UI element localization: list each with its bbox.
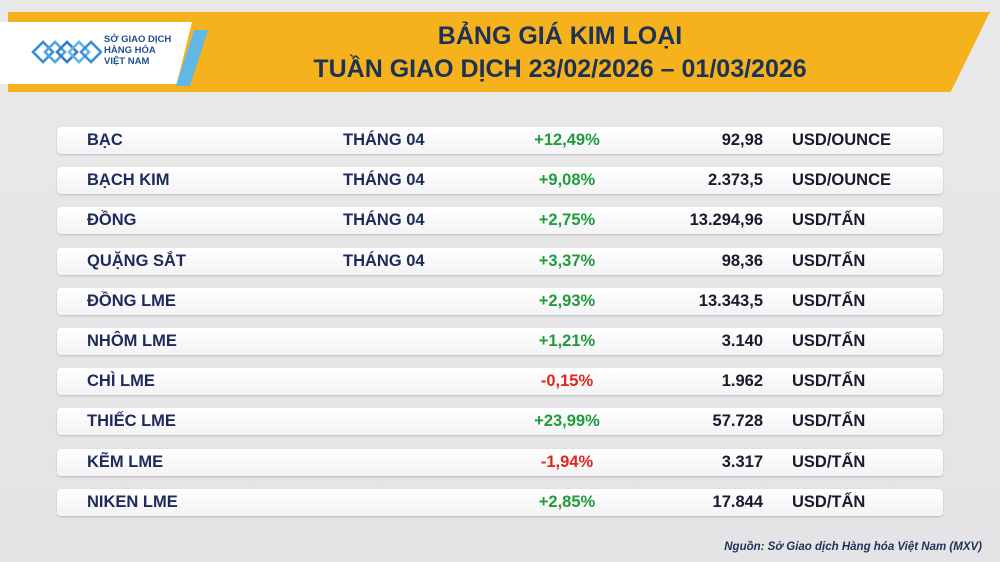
- price-unit: USD/TẤN: [792, 412, 866, 431]
- metal-name: BẠC: [87, 131, 123, 149]
- contract-month: THÁNG 04: [343, 171, 425, 190]
- title-line-2: TUẦN GIAO DỊCH 23/02/2026 – 01/03/2026: [313, 55, 807, 83]
- price-value: 2.373,5: [707, 171, 763, 190]
- price-unit: USD/OUNCE: [792, 171, 892, 190]
- price-unit: USD/OUNCE: [792, 131, 892, 149]
- table-row: NHÔM LME +1,21% 3.140 USD/TẤN: [57, 327, 943, 355]
- table-row: BẠC THÁNG 04 +12,49% 92,98 USD/OUNCE: [57, 127, 943, 154]
- change-percent: +2,93%: [538, 291, 596, 310]
- price-unit: USD/TẤN: [792, 251, 866, 270]
- price-value: 3.317: [721, 452, 763, 471]
- table-row: BẠCH KIM THÁNG 04 +9,08% 2.373,5 USD/OUNCE: [57, 167, 943, 195]
- table-row: CHÌ LME -0,15% 1.962 USD/TẤN: [57, 368, 943, 396]
- price-value: 98,36: [721, 251, 763, 270]
- contract-month: THÁNG 04: [343, 251, 425, 270]
- table-row: QUẶNG SẮT THÁNG 04 +3,37% 98,36 USD/TẤN: [57, 247, 943, 275]
- table-row: ĐỒNG LME +2,93% 13.343,5 USD/TẤN: [57, 287, 943, 315]
- metal-name: KẼM LME: [87, 452, 164, 471]
- table-row: THIẾC LME +23,99% 57.728 USD/TẤN: [57, 408, 943, 436]
- metal-name: NIKEN LME: [87, 492, 178, 511]
- contract-month: THÁNG 04: [343, 131, 425, 149]
- mxv-logo-icon: [31, 40, 102, 64]
- change-percent: +23,99%: [534, 412, 600, 431]
- price-value: 17.844: [712, 492, 763, 511]
- logo-text-line: VIỆT NAM: [104, 56, 150, 67]
- table-row: NIKEN LME +2,85% 17.844 USD/TẤN: [57, 488, 943, 516]
- metal-name: CHÌ LME: [87, 372, 155, 391]
- price-unit: USD/TẤN: [792, 211, 866, 230]
- metal-name: ĐỒNG LME: [87, 291, 176, 310]
- metal-name: QUẶNG SẮT: [87, 251, 186, 270]
- logo-panel: [0, 22, 192, 84]
- metal-name: BẠCH KIM: [87, 171, 170, 190]
- price-table: BẠC THÁNG 04 +12,49% 92,98 USD/OUNCE BẠCH KIM…: [57, 127, 943, 529]
- metal-name: NHÔM LME: [87, 331, 177, 350]
- price-unit: USD/TẤN: [792, 492, 866, 511]
- table-row: ĐỒNG THÁNG 04 +2,75% 13.294,96 USD/TẤN: [57, 207, 943, 235]
- price-unit: USD/TẤN: [792, 291, 866, 310]
- page-title: BẢNG GIÁ KIM LOẠI TUẦN GIAO DỊCH 23/02/2…: [210, 20, 910, 86]
- price-value: 92,98: [721, 131, 763, 149]
- price-value: 3.140: [721, 331, 763, 350]
- price-unit: USD/TẤN: [792, 452, 866, 471]
- change-percent: +3,37%: [538, 251, 596, 270]
- source-note: Nguồn: Sở Giao dịch Hàng hóa Việt Nam (M…: [724, 541, 982, 553]
- contract-month: THÁNG 04: [343, 211, 425, 230]
- change-percent: -1,94%: [540, 452, 594, 471]
- metal-name: ĐỒNG: [87, 211, 137, 230]
- price-value: 13.343,5: [698, 291, 763, 310]
- price-value: 13.294,96: [689, 211, 763, 230]
- change-percent: +1,21%: [538, 331, 596, 350]
- logo-text-line: HÀNG HÓA: [104, 45, 156, 56]
- metal-name: THIẾC LME: [87, 412, 176, 431]
- change-percent: +12,49%: [534, 131, 600, 149]
- logo-text: SỞ GIAO DỊCH HÀNG HÓA VIỆT NAM: [104, 34, 194, 67]
- price-value: 1.962: [721, 372, 763, 391]
- change-percent: +2,85%: [538, 492, 596, 511]
- price-value: 57.728: [712, 412, 763, 431]
- price-unit: USD/TẤN: [792, 372, 866, 391]
- title-line-1: BẢNG GIÁ KIM LOẠI: [437, 22, 683, 50]
- change-percent: +2,75%: [538, 211, 596, 230]
- logo-text-line: SỞ GIAO DỊCH: [104, 34, 172, 45]
- table-row: KẼM LME -1,94% 3.317 USD/TẤN: [57, 448, 943, 476]
- price-unit: USD/TẤN: [792, 331, 866, 350]
- change-percent: +9,08%: [538, 171, 596, 190]
- change-percent: -0,15%: [540, 372, 594, 391]
